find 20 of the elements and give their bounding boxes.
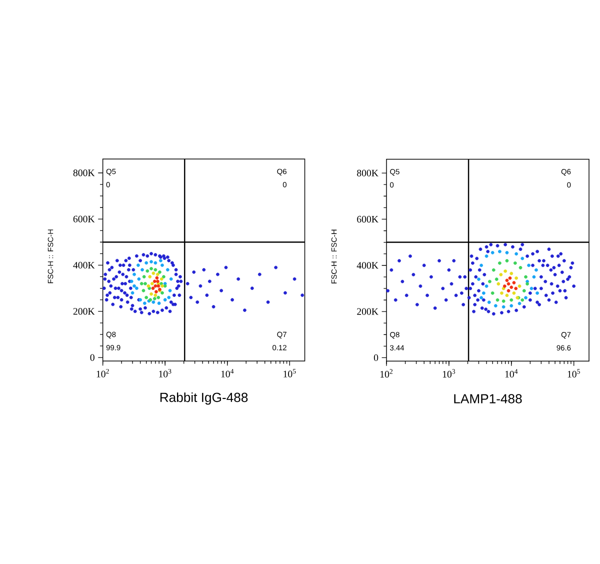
x-tick-label: 10$^{2}$ bbox=[96, 369, 109, 378]
x-axis-title: LAMP1-488 bbox=[454, 394, 522, 404]
x-tick-label: 10$^{4}$ bbox=[505, 369, 518, 378]
x-tick-label: 10$^{5}$ bbox=[284, 369, 296, 378]
x-tick-label: 10$^{2}$ bbox=[380, 369, 393, 378]
y-tick-label: 400K bbox=[73, 262, 95, 269]
y-tick-label: 600K bbox=[73, 216, 95, 223]
x-tick-label: 10$^{4}$ bbox=[221, 369, 234, 378]
x-tick-label: 10$^{3}$ bbox=[442, 369, 456, 378]
y-tick-label: 200K bbox=[357, 308, 378, 316]
y-tick-label: 400K bbox=[356, 262, 378, 269]
y-tick-label: 800K bbox=[357, 170, 378, 177]
y-tick-label: 800K bbox=[73, 170, 95, 176]
y-tick-label: 0 bbox=[374, 354, 378, 362]
x-axis-title: Rabbit IgG-488 bbox=[160, 392, 248, 405]
x-tick-label: 10$^{5}$ bbox=[568, 369, 580, 378]
y-tick-label: 600K bbox=[357, 216, 378, 223]
y-tick-label: 0 bbox=[90, 354, 94, 362]
y-tick-label: 200K bbox=[73, 308, 95, 315]
x-tick-label: 10$^{3}$ bbox=[159, 369, 172, 378]
